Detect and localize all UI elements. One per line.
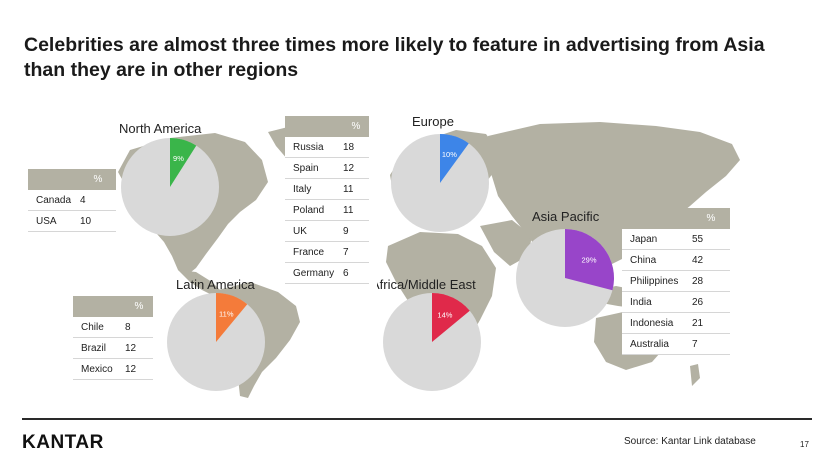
country-percent: 7 (692, 333, 730, 355)
country-name: Brazil (73, 337, 125, 359)
country-name: Mexico (73, 358, 125, 380)
pie-slice-label: 9% (173, 154, 184, 163)
region-label-africa-middle-east: Africa/Middle East (371, 277, 476, 292)
country-percent: 21 (692, 312, 730, 334)
pie-africa-middle-east: 14% (383, 293, 481, 391)
pie-latin-america: 11% (167, 293, 265, 391)
country-name: Germany (285, 262, 343, 284)
region-label-europe: Europe (412, 114, 454, 129)
page-number: 17 (800, 440, 809, 449)
pie-slice (170, 138, 197, 187)
table-row: Canada 4 (28, 190, 116, 211)
country-name: Japan (622, 229, 692, 250)
country-percent: 18 (343, 137, 369, 158)
table-row: Philippines 28 (622, 270, 730, 292)
pie-slice (432, 293, 470, 342)
table-row: Brazil 12 (73, 337, 153, 359)
table-asia-pacific: % Japan 55 China 42 Philippines 28 India 26 Indo… (622, 208, 730, 355)
country-name: Canada (28, 190, 80, 211)
table-row: Chile 8 (73, 317, 153, 338)
kantar-logo: KANTAR (22, 432, 104, 453)
table-header-percent: % (125, 296, 153, 317)
table-row: UK 9 (285, 220, 369, 242)
table-row: Russia 18 (285, 137, 369, 158)
table-header-percent: % (343, 116, 369, 137)
region-label-latin-america: Latin America (176, 277, 255, 292)
country-percent: 12 (125, 358, 153, 380)
country-percent: 6 (343, 262, 369, 284)
country-percent: 11 (343, 178, 369, 200)
pie-north-america: 9% (121, 138, 219, 236)
pie-europe: 10% (391, 134, 489, 232)
new-zealand-shape (690, 364, 700, 386)
country-percent: 9 (343, 220, 369, 242)
table-row: Italy 11 (285, 178, 369, 200)
country-percent: 8 (125, 317, 153, 338)
country-name: India (622, 291, 692, 313)
country-percent: 7 (343, 241, 369, 263)
table-row: Spain 12 (285, 157, 369, 179)
country-percent: 4 (80, 190, 116, 211)
pie-slice-label: 14% (437, 311, 452, 320)
pie-slice-label: 11% (219, 309, 234, 318)
country-percent: 26 (692, 291, 730, 313)
country-percent: 55 (692, 229, 730, 250)
pie-slice (216, 293, 248, 342)
table-row: Japan 55 (622, 229, 730, 250)
country-name: Chile (73, 317, 125, 338)
pie-asia-pacific: 29% (516, 229, 615, 327)
country-name: Russia (285, 137, 343, 158)
table-north-america: % Canada 4 USA 10 (28, 169, 116, 232)
country-percent: 11 (343, 199, 369, 221)
country-percent: 12 (343, 157, 369, 179)
footer-divider (22, 418, 812, 420)
region-label-north-america: North America (119, 121, 202, 136)
country-name: Spain (285, 157, 343, 179)
table-row: Poland 11 (285, 199, 369, 221)
country-percent: 28 (692, 270, 730, 292)
table-latin-america: % Chile 8 Brazil 12 Mexico 12 (73, 296, 153, 380)
pie-slice (440, 134, 469, 183)
slide-title: Celebrities are almost three times more … (24, 34, 765, 81)
source-note: Source: Kantar Link database (624, 436, 756, 447)
table-row: France 7 (285, 241, 369, 263)
table-row: Australia 7 (622, 333, 730, 355)
middle-east-shape (480, 220, 532, 266)
country-name: Poland (285, 199, 343, 221)
table-header-percent: % (80, 169, 116, 190)
table-row: USA 10 (28, 210, 116, 232)
country-name: Italy (285, 178, 343, 200)
table-row: China 42 (622, 249, 730, 271)
country-name: China (622, 249, 692, 271)
pie-slice-label: 29% (581, 255, 596, 264)
country-percent: 10 (80, 210, 116, 232)
table-row: Mexico 12 (73, 358, 153, 380)
region-label-asia-pacific: Asia Pacific (532, 209, 600, 224)
table-row: Germany 6 (285, 262, 369, 284)
table-row: Indonesia 21 (622, 312, 730, 334)
country-name: Indonesia (622, 312, 692, 334)
country-name: Philippines (622, 270, 692, 292)
table-europe: % Russia 18 Spain 12 Italy 11 Poland 11 UK 9 Franc… (285, 116, 369, 284)
central-america-shape (178, 270, 222, 296)
country-percent: 12 (125, 337, 153, 359)
country-percent: 42 (692, 249, 730, 271)
country-name: UK (285, 220, 343, 242)
pie-slice (565, 229, 615, 291)
pie-slice-label: 10% (442, 150, 457, 159)
table-row: India 26 (622, 291, 730, 313)
table-header-percent: % (692, 208, 730, 229)
country-name: Australia (622, 333, 692, 355)
country-name: France (285, 241, 343, 263)
country-name: USA (28, 210, 80, 232)
